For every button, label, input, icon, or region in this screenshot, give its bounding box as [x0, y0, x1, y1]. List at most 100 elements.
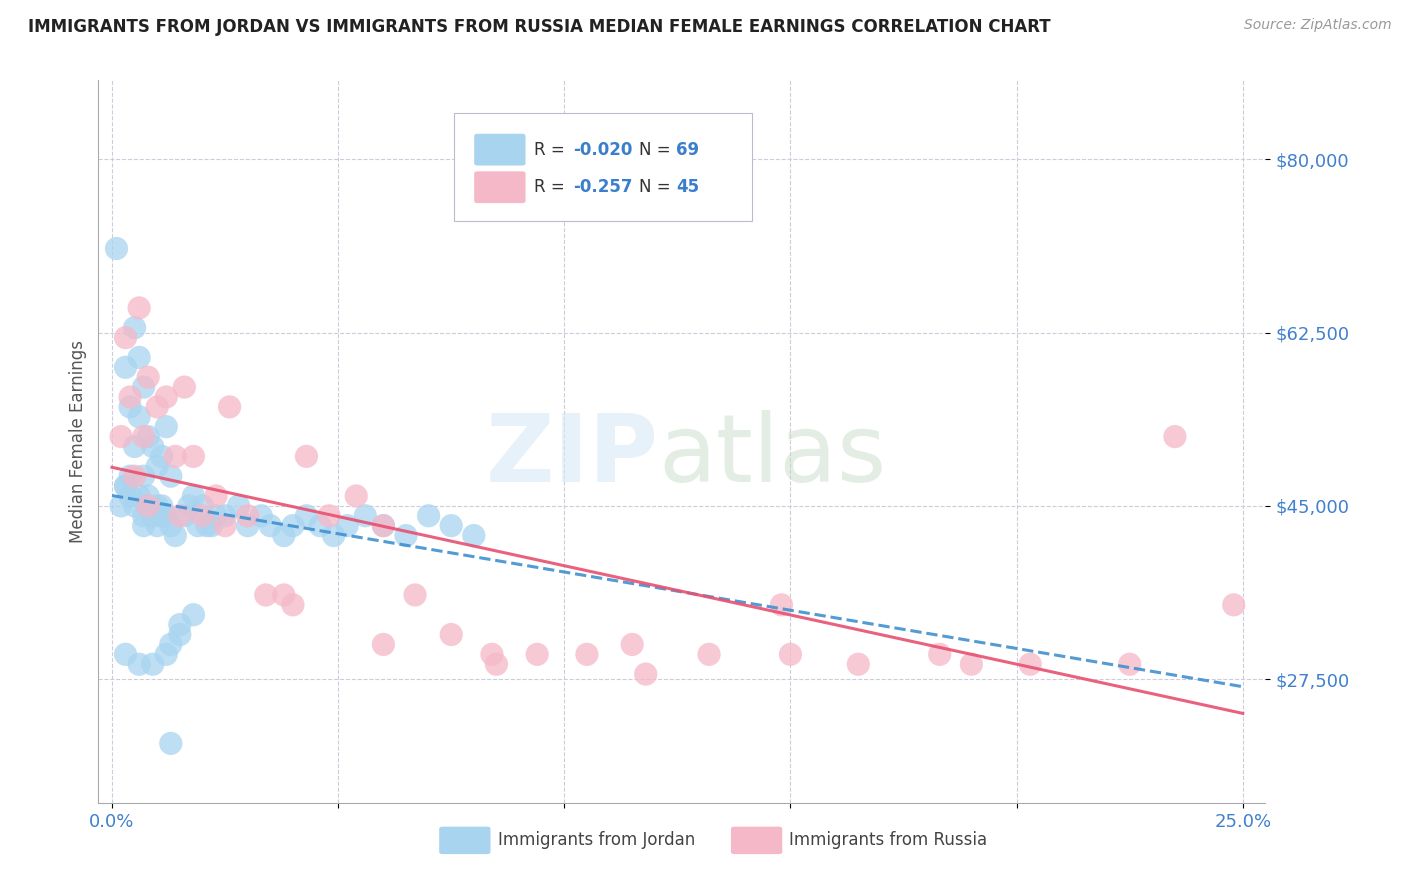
Point: [191, 499, 214, 513]
Point: [295, 508, 318, 523]
Point: [770, 598, 793, 612]
Point: [128, 489, 150, 503]
Text: 69: 69: [676, 141, 699, 159]
Point: [132, 380, 155, 394]
Point: [183, 450, 205, 464]
Point: [259, 518, 281, 533]
Point: [322, 528, 344, 542]
Point: [440, 627, 463, 641]
Point: [187, 518, 209, 533]
Point: [236, 508, 259, 523]
FancyBboxPatch shape: [439, 827, 491, 855]
FancyBboxPatch shape: [454, 112, 752, 221]
Point: [146, 459, 169, 474]
Point: [214, 508, 236, 523]
Y-axis label: Median Female Earnings: Median Female Earnings: [69, 340, 87, 543]
Point: [165, 450, 187, 464]
Point: [169, 508, 191, 523]
Point: [136, 370, 159, 384]
Point: [254, 588, 277, 602]
Point: [634, 667, 657, 681]
Text: Immigrants from Jordan: Immigrants from Jordan: [498, 831, 695, 849]
Point: [142, 657, 165, 672]
Point: [779, 648, 801, 662]
Point: [120, 390, 142, 404]
Point: [373, 637, 395, 651]
Point: [120, 489, 142, 503]
Point: [132, 469, 155, 483]
Point: [114, 360, 136, 375]
Text: R =: R =: [534, 178, 569, 196]
Point: [526, 648, 548, 662]
Point: [191, 508, 214, 523]
Point: [142, 440, 165, 454]
FancyBboxPatch shape: [474, 134, 526, 166]
Point: [485, 657, 508, 672]
Point: [354, 508, 377, 523]
Text: 45: 45: [676, 178, 699, 196]
Point: [440, 518, 463, 533]
Point: [1222, 598, 1244, 612]
Point: [177, 499, 200, 513]
Point: [136, 499, 159, 513]
Point: [205, 489, 228, 503]
Point: [373, 518, 395, 533]
Point: [132, 429, 155, 443]
Point: [114, 648, 136, 662]
Point: [124, 499, 146, 513]
Point: [159, 637, 181, 651]
Point: [136, 499, 159, 513]
Point: [960, 657, 983, 672]
Point: [128, 409, 150, 424]
Point: [132, 518, 155, 533]
Point: [169, 617, 191, 632]
Point: [344, 489, 367, 503]
Point: [142, 508, 165, 523]
Point: [621, 637, 644, 651]
Point: [373, 518, 395, 533]
Text: -0.020: -0.020: [574, 141, 633, 159]
Point: [395, 528, 418, 542]
Point: [250, 508, 273, 523]
Text: N =: N =: [638, 178, 676, 196]
Point: [418, 508, 440, 523]
Point: [128, 657, 150, 672]
Point: [155, 508, 177, 523]
Point: [159, 469, 181, 483]
Point: [195, 518, 218, 533]
Point: [183, 607, 205, 622]
Point: [150, 508, 173, 523]
Text: ZIP: ZIP: [485, 410, 658, 502]
Point: [228, 499, 250, 513]
Point: [124, 469, 146, 483]
Text: Immigrants from Russia: Immigrants from Russia: [789, 831, 987, 849]
Point: [281, 598, 304, 612]
Point: [183, 489, 205, 503]
Point: [150, 499, 173, 513]
Text: N =: N =: [638, 141, 676, 159]
Point: [214, 518, 236, 533]
Point: [146, 499, 169, 513]
Text: -0.257: -0.257: [574, 178, 633, 196]
Point: [273, 528, 295, 542]
Point: [146, 518, 169, 533]
Point: [155, 419, 177, 434]
Point: [463, 528, 485, 542]
Point: [236, 518, 259, 533]
Point: [697, 648, 720, 662]
Point: [1118, 657, 1140, 672]
Point: [128, 301, 150, 315]
Point: [1019, 657, 1042, 672]
FancyBboxPatch shape: [731, 827, 782, 855]
Point: [928, 648, 950, 662]
Point: [165, 528, 187, 542]
Point: [273, 588, 295, 602]
Point: [318, 508, 340, 523]
Text: atlas: atlas: [658, 410, 887, 502]
Text: IMMIGRANTS FROM JORDAN VS IMMIGRANTS FROM RUSSIA MEDIAN FEMALE EARNINGS CORRELAT: IMMIGRANTS FROM JORDAN VS IMMIGRANTS FRO…: [28, 18, 1050, 36]
Point: [128, 351, 150, 365]
Point: [205, 508, 228, 523]
Point: [120, 469, 142, 483]
Point: [124, 320, 146, 334]
Point: [114, 479, 136, 493]
